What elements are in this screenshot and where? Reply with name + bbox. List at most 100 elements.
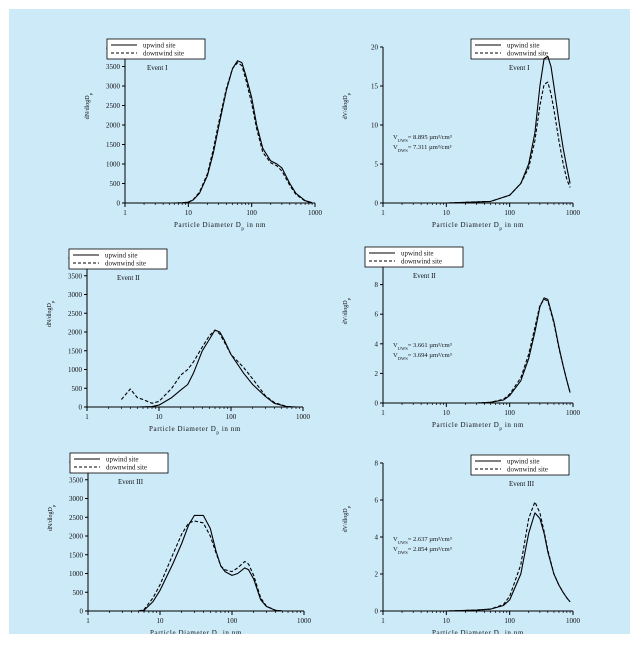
x-tick-label: 1000 xyxy=(566,409,581,417)
chart-panel-3: 0500100015002000250030003500400011010010… xyxy=(47,248,311,436)
y-tick-label: 3000 xyxy=(106,83,121,91)
legend-box xyxy=(68,248,168,270)
x-axis-label: Particle Diameter Dp in nm xyxy=(432,421,524,432)
legend-label: downwind site xyxy=(507,50,548,58)
chart-panel-1: 0500100015002000250030003500400011010010… xyxy=(85,38,323,232)
y-tick-label: 0 xyxy=(80,608,84,616)
x-tick-label: 10 xyxy=(185,209,193,217)
x-tick-label: 1000 xyxy=(297,617,312,625)
y-axis-label: dN/dlogDp xyxy=(48,504,56,531)
chart-panel-6: 0 2 4 6 8 1 10 100 1000 Particle Diameter Dp in n… xyxy=(343,454,581,640)
x-tick-label: 100 xyxy=(504,617,515,625)
x-tick-label: 100 xyxy=(227,617,238,625)
legend-label: downwind site xyxy=(401,258,442,266)
series-downwind-line xyxy=(155,62,313,204)
y-tick-label: 4 xyxy=(375,534,379,542)
y-tick-label: 8 xyxy=(375,460,379,468)
x-tick-label: 1 xyxy=(85,413,89,421)
legend-box xyxy=(364,246,464,268)
y-axis-label: dV/dlogDp xyxy=(343,92,351,119)
volume-annotation: VUWS= 3.661 µm³/cm³ xyxy=(393,342,452,351)
series-downwind-line xyxy=(383,501,571,612)
chart-title: Event II xyxy=(117,274,140,282)
x-axis-label: Particle Diameter Dp in nm xyxy=(432,629,524,634)
legend-box xyxy=(470,38,570,60)
y-tick-label: 500 xyxy=(110,180,121,188)
legend-label: upwind site xyxy=(401,250,433,258)
x-tick-label: 10 xyxy=(443,617,451,625)
y-axis-label: dN/dlogDp xyxy=(85,92,93,119)
chart-panel-5: 0500100015002000250030003500400011010010… xyxy=(48,452,312,640)
x-axis-label: Particle Diameter Dp in nm xyxy=(174,221,266,232)
legend-label: upwind site xyxy=(507,458,539,466)
y-tick-label: 0 xyxy=(79,404,83,412)
legend-label: downwind site xyxy=(106,464,147,472)
y-tick-label: 2000 xyxy=(69,533,84,541)
series-upwind-line xyxy=(383,297,571,404)
y-tick-label: 1500 xyxy=(69,551,84,559)
x-tick-label: 10 xyxy=(156,413,164,421)
series-upwind-line xyxy=(383,512,571,612)
y-tick-label: 3500 xyxy=(106,63,121,71)
x-axis-label: Particle Diameter Dp in nm xyxy=(149,425,241,436)
x-tick-label: 1 xyxy=(86,617,90,625)
y-tick-label: 3500 xyxy=(69,476,84,484)
chart-title: Event II xyxy=(413,272,436,280)
legend-label: downwind site xyxy=(143,50,184,58)
series-downwind-line xyxy=(120,329,297,408)
y-tick-label: 15 xyxy=(371,83,379,91)
x-tick-label: 1 xyxy=(381,617,385,625)
series-upwind-line xyxy=(155,60,313,204)
volume-annotation: VDWS= 3.694 µm³/cm³ xyxy=(393,352,452,361)
y-tick-label: 0 xyxy=(375,200,379,208)
legend-label: upwind site xyxy=(143,42,175,50)
x-axis-label: Particle Diameter Dp in nm xyxy=(150,629,242,634)
x-tick-label: 1000 xyxy=(566,209,581,217)
chart-title: Event III xyxy=(509,480,535,488)
y-tick-label: 4 xyxy=(375,340,379,348)
chart-panel-2: 0 5 10 15 20 1 10 100 1000 Particle Diameter Dp i… xyxy=(343,38,581,232)
y-tick-label: 500 xyxy=(73,589,84,597)
y-tick-label: 20 xyxy=(371,44,379,52)
chart-title: Event I xyxy=(509,64,530,72)
figure-svg: 0500100015002000250030003500400011010010… xyxy=(47,38,581,640)
y-tick-label: 0 xyxy=(375,608,379,616)
x-tick-label: 1 xyxy=(381,409,385,417)
y-tick-label: 1000 xyxy=(68,366,83,374)
y-tick-label: 6 xyxy=(375,311,379,319)
y-tick-label: 10 xyxy=(371,122,379,130)
y-tick-label: 500 xyxy=(72,385,83,393)
x-axis-label: Particle Diameter Dp in nm xyxy=(432,221,524,232)
legend-label: upwind site xyxy=(507,42,539,50)
y-tick-label: 3000 xyxy=(68,291,83,299)
y-tick-label: 3000 xyxy=(69,495,84,503)
y-tick-label: 6 xyxy=(375,497,379,505)
volume-annotation: VUWS= 8.895 µm³/cm³ xyxy=(393,134,452,143)
y-tick-label: 0 xyxy=(375,400,379,408)
volume-annotation: VDWS= 7.311 µm³/cm³ xyxy=(393,144,451,153)
y-axis-label: dV/dlogDp xyxy=(343,297,351,324)
x-tick-label: 10 xyxy=(443,409,451,417)
series-upwind-line xyxy=(383,55,571,204)
x-tick-label: 10 xyxy=(443,209,451,217)
legend-label: downwind site xyxy=(507,466,548,474)
y-tick-label: 2 xyxy=(375,370,379,378)
y-tick-label: 5 xyxy=(375,161,379,169)
y-tick-label: 2500 xyxy=(69,514,84,522)
y-tick-label: 0 xyxy=(117,200,121,208)
x-tick-label: 1000 xyxy=(296,413,311,421)
y-tick-label: 2000 xyxy=(106,122,121,130)
series-downwind-line xyxy=(138,520,283,612)
chart-panel-4: 02468101101001000Particle Diameter Dp in… xyxy=(343,246,581,432)
series-downwind-line xyxy=(383,298,571,404)
y-tick-label: 1000 xyxy=(69,570,84,578)
y-tick-label: 2500 xyxy=(68,310,83,318)
y-tick-label: 1500 xyxy=(68,347,83,355)
chart-title: Event I xyxy=(147,64,168,72)
legend-box xyxy=(106,38,206,60)
x-tick-label: 100 xyxy=(246,209,257,217)
